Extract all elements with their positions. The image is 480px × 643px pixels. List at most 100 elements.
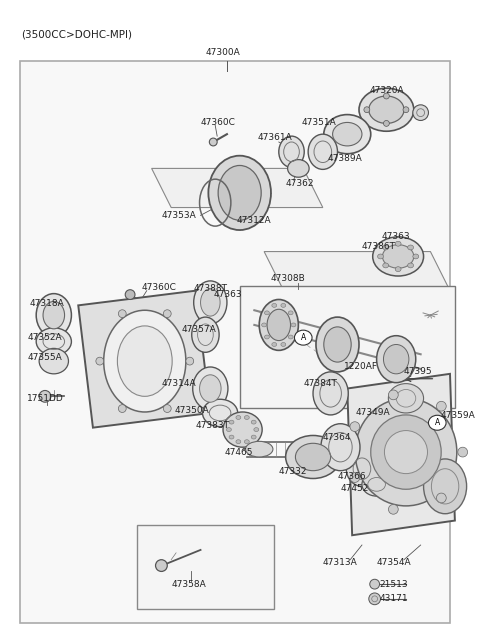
- Text: 43171: 43171: [380, 594, 408, 603]
- Ellipse shape: [324, 114, 371, 154]
- Text: 47349A: 47349A: [355, 408, 390, 417]
- Ellipse shape: [194, 281, 227, 324]
- Ellipse shape: [362, 473, 391, 496]
- Ellipse shape: [281, 303, 286, 307]
- Ellipse shape: [388, 390, 398, 400]
- Text: 47354A: 47354A: [377, 558, 411, 567]
- Ellipse shape: [369, 96, 404, 123]
- Ellipse shape: [244, 440, 249, 444]
- Text: 47389A: 47389A: [328, 154, 362, 163]
- Polygon shape: [152, 168, 323, 208]
- Text: 47320A: 47320A: [370, 86, 404, 95]
- Ellipse shape: [251, 435, 256, 439]
- Ellipse shape: [413, 105, 429, 120]
- Text: 47388T: 47388T: [194, 284, 228, 293]
- Text: 47362: 47362: [286, 179, 314, 188]
- Ellipse shape: [458, 447, 468, 457]
- Ellipse shape: [350, 422, 360, 431]
- Ellipse shape: [408, 245, 414, 250]
- Ellipse shape: [119, 310, 126, 318]
- Ellipse shape: [288, 335, 293, 339]
- Ellipse shape: [359, 88, 414, 131]
- Ellipse shape: [288, 311, 293, 315]
- Text: 47363: 47363: [213, 290, 242, 299]
- Text: 47383T: 47383T: [196, 421, 229, 430]
- Text: 47314A: 47314A: [161, 379, 196, 388]
- Ellipse shape: [383, 245, 389, 250]
- Text: 1751DD: 1751DD: [27, 394, 64, 403]
- Text: 47318A: 47318A: [29, 299, 64, 308]
- Ellipse shape: [192, 367, 228, 410]
- Text: 47312A: 47312A: [237, 216, 271, 225]
- Ellipse shape: [236, 415, 241, 419]
- Ellipse shape: [286, 435, 340, 478]
- Ellipse shape: [254, 428, 259, 431]
- Ellipse shape: [39, 390, 51, 403]
- Ellipse shape: [377, 336, 416, 383]
- Ellipse shape: [395, 267, 401, 271]
- Text: 47313A: 47313A: [323, 558, 358, 567]
- Text: 47351A: 47351A: [301, 118, 336, 127]
- Ellipse shape: [384, 345, 409, 374]
- Ellipse shape: [371, 415, 441, 489]
- Ellipse shape: [104, 311, 186, 412]
- Ellipse shape: [259, 300, 299, 350]
- Text: 1220AF: 1220AF: [344, 363, 378, 372]
- Ellipse shape: [384, 120, 389, 126]
- Ellipse shape: [262, 323, 266, 327]
- Ellipse shape: [291, 323, 296, 327]
- Ellipse shape: [125, 290, 135, 300]
- Ellipse shape: [294, 330, 312, 345]
- Text: 47355A: 47355A: [27, 353, 62, 362]
- Bar: [240, 285, 455, 408]
- Ellipse shape: [369, 593, 381, 604]
- Ellipse shape: [200, 375, 221, 403]
- Ellipse shape: [43, 302, 65, 329]
- Ellipse shape: [378, 254, 384, 259]
- Ellipse shape: [295, 443, 331, 471]
- Ellipse shape: [272, 303, 276, 307]
- Ellipse shape: [423, 459, 467, 514]
- Text: 21513: 21513: [380, 579, 408, 588]
- Ellipse shape: [308, 134, 337, 169]
- Ellipse shape: [429, 415, 446, 430]
- Ellipse shape: [118, 326, 172, 396]
- Text: A: A: [435, 418, 440, 427]
- Ellipse shape: [408, 263, 414, 268]
- Ellipse shape: [96, 358, 104, 365]
- Text: 47465: 47465: [225, 448, 253, 457]
- Ellipse shape: [403, 107, 409, 113]
- Text: 47358A: 47358A: [171, 579, 206, 588]
- Text: 47360C: 47360C: [201, 118, 235, 127]
- Ellipse shape: [264, 311, 269, 315]
- Ellipse shape: [246, 441, 273, 457]
- Ellipse shape: [316, 317, 359, 372]
- Polygon shape: [78, 291, 210, 428]
- Text: 47364: 47364: [323, 433, 351, 442]
- Ellipse shape: [395, 241, 401, 246]
- Ellipse shape: [223, 412, 262, 447]
- Text: 47384T: 47384T: [303, 379, 337, 388]
- Text: 47395: 47395: [404, 367, 432, 376]
- Ellipse shape: [350, 473, 360, 482]
- Ellipse shape: [227, 428, 231, 431]
- Ellipse shape: [36, 328, 72, 355]
- Ellipse shape: [156, 559, 167, 572]
- Ellipse shape: [313, 372, 348, 415]
- Ellipse shape: [436, 493, 446, 503]
- Ellipse shape: [383, 245, 414, 268]
- Ellipse shape: [383, 263, 389, 268]
- Text: 47357A: 47357A: [182, 325, 216, 334]
- Text: 47308B: 47308B: [271, 275, 306, 284]
- Ellipse shape: [372, 237, 423, 276]
- Ellipse shape: [39, 349, 69, 374]
- Polygon shape: [347, 374, 455, 535]
- Ellipse shape: [244, 415, 249, 419]
- Ellipse shape: [324, 327, 351, 362]
- Text: 47363: 47363: [382, 232, 410, 241]
- Ellipse shape: [346, 451, 378, 486]
- Ellipse shape: [288, 159, 309, 177]
- Ellipse shape: [229, 435, 234, 439]
- Text: 47300A: 47300A: [205, 48, 240, 57]
- Text: (3500CC>DOHC-MPI): (3500CC>DOHC-MPI): [22, 30, 132, 39]
